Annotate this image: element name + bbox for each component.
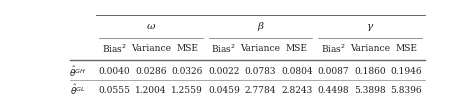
Text: 5.8396: 5.8396 <box>391 86 422 95</box>
Text: 2.8243: 2.8243 <box>281 86 312 95</box>
Text: 0.1860: 0.1860 <box>354 67 386 76</box>
Text: 0.0804: 0.0804 <box>281 67 313 76</box>
Text: $\hat{\theta}^{GH}$: $\hat{\theta}^{GH}$ <box>69 64 86 79</box>
Text: 0.0087: 0.0087 <box>318 67 349 76</box>
Text: 0.0040: 0.0040 <box>99 67 130 76</box>
Text: 1.2559: 1.2559 <box>172 86 203 95</box>
Text: 0.1946: 0.1946 <box>391 67 422 76</box>
Text: 1.2004: 1.2004 <box>135 86 166 95</box>
Text: Bias$^2$: Bias$^2$ <box>211 43 237 55</box>
Text: MSE: MSE <box>395 45 418 53</box>
Text: 0.0555: 0.0555 <box>98 86 130 95</box>
Text: 5.3898: 5.3898 <box>354 86 386 95</box>
Text: 0.0022: 0.0022 <box>208 67 239 76</box>
Text: MSE: MSE <box>176 45 198 53</box>
Text: 2.7784: 2.7784 <box>245 86 276 95</box>
Text: ω: ω <box>146 22 155 31</box>
Text: Bias$^2$: Bias$^2$ <box>102 43 127 55</box>
Text: $\hat{\theta}^{GL}$: $\hat{\theta}^{GL}$ <box>70 83 85 97</box>
Text: MSE: MSE <box>286 45 308 53</box>
Text: γ: γ <box>367 22 373 31</box>
Text: Variance: Variance <box>240 45 281 53</box>
Text: Variance: Variance <box>131 45 171 53</box>
Text: 0.4498: 0.4498 <box>318 86 349 95</box>
Text: 0.0783: 0.0783 <box>245 67 276 76</box>
Text: 0.0326: 0.0326 <box>172 67 203 76</box>
Text: Bias$^2$: Bias$^2$ <box>321 43 346 55</box>
Text: 0.0286: 0.0286 <box>135 67 166 76</box>
Text: Variance: Variance <box>350 45 390 53</box>
Text: 0.0459: 0.0459 <box>208 86 240 95</box>
Text: β: β <box>257 22 264 31</box>
